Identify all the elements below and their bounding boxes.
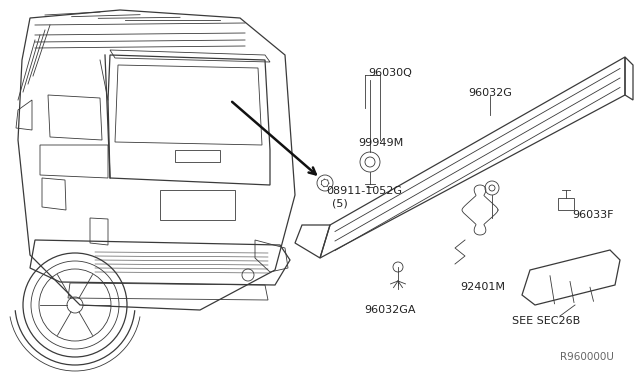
Text: 99949M: 99949M	[358, 138, 403, 148]
Text: (5): (5)	[332, 198, 348, 208]
Bar	[175, 150, 220, 162]
Bar	[558, 198, 574, 210]
Text: 92401M: 92401M	[460, 282, 505, 292]
Text: 96032G: 96032G	[468, 88, 512, 98]
Text: 96030Q: 96030Q	[368, 68, 412, 78]
Text: 96032GA: 96032GA	[364, 305, 416, 315]
Text: R960000U: R960000U	[560, 352, 614, 362]
Text: 08911-1052G: 08911-1052G	[326, 186, 402, 196]
Text: SEE SEC26B: SEE SEC26B	[512, 316, 580, 326]
Text: 96033F: 96033F	[572, 210, 614, 220]
Bar	[160, 190, 235, 220]
